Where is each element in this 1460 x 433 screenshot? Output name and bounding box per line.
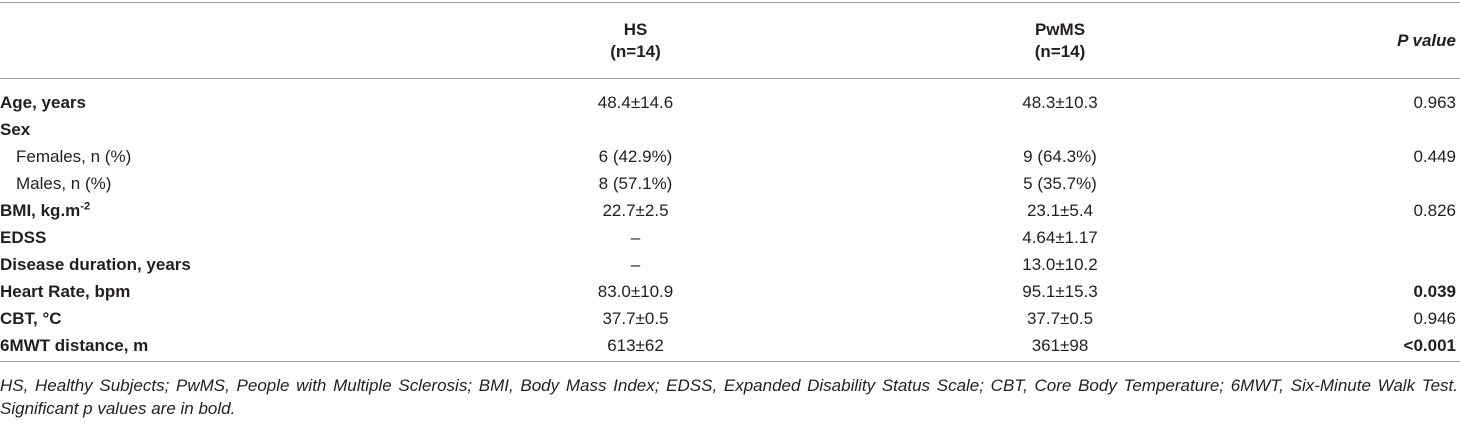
header-cell: PwMS (n=14) [859,3,1261,79]
cell: 8 (57.1%) [598,174,673,193]
header-text: (n=14) [1034,41,1086,61]
row: Males, n (%) 8 (57.1%) 5 (35.7%) [0,170,1460,197]
cell: 37.7±0.5 [602,309,669,328]
header-text: HS [623,19,648,39]
row: Disease duration, years – 13.0±10.2 [0,251,1460,278]
row-label: Heart Rate, bpm [0,282,131,301]
cell: 0.946 [1413,309,1456,328]
row-label: CBT, °C [0,309,62,328]
cell: 613±62 [607,336,664,355]
row: Age, years 48.4±14.6 48.3±10.3 0.963 [0,79,1460,117]
cell: 23.1±5.4 [1026,201,1094,220]
header-row: HS (n=14) PwMS (n=14) P value [0,2,1460,79]
cell: 5 (35.7%) [1023,174,1097,193]
cell [412,116,859,143]
cell: 0.963 [1413,93,1456,112]
cell [1261,170,1460,197]
cell: 83.0±10.9 [597,282,674,301]
cell [859,116,1261,143]
header-text: PwMS [1034,19,1086,39]
row: Females, n (%) 6 (42.9%) 9 (64.3%) 0.449 [0,143,1460,170]
cell: 95.1±15.3 [1022,282,1098,301]
row-label: Disease duration, years [0,255,191,274]
cell: 9 (64.3%) [1023,147,1097,166]
cell: 22.7±2.5 [602,201,669,220]
row-label: Females, n (%) [16,147,132,166]
cell [1261,224,1460,251]
cell: 0.826 [1413,201,1456,220]
row-label: 6MWT distance, m [0,336,149,355]
cell: 48.3±10.3 [1022,93,1098,112]
cell: – [630,255,641,274]
cell: 0.449 [1413,147,1456,166]
header-cell: HS (n=14) [412,3,859,79]
header-text: P value [1397,30,1456,50]
cell: – [630,228,641,247]
row: EDSS – 4.64±1.17 [0,224,1460,251]
cell: 4.64±1.17 [1022,228,1098,247]
label-superscript: -2 [80,200,91,213]
cell: 13.0±10.2 [1022,255,1098,274]
cell [1261,116,1460,143]
cell: 361±98 [1031,336,1089,355]
cell: 48.4±14.6 [597,93,674,112]
cell: 37.7±0.5 [1026,309,1094,328]
table-body: Age, years 48.4±14.6 48.3±10.3 0.963 Sex Fe… [0,79,1460,362]
cell [1261,251,1460,278]
header-cell [0,3,412,79]
row-label: Age, years [0,93,86,112]
row: Sex [0,116,1460,143]
cell: 0.039 [1413,282,1456,301]
row-label: Males, n (%) [16,174,112,193]
cell: 6 (42.9%) [598,147,673,166]
row: BMI, kg.m-2 22.7±2.5 23.1±5.4 0.826 [0,197,1460,224]
data-table: HS (n=14) PwMS (n=14) P value Age, years 48… [0,2,1460,362]
row-label: Sex [0,120,31,139]
header-cell: P value [1261,3,1460,79]
row-label: EDSS [0,228,47,247]
header-text: (n=14) [610,41,661,61]
row: 6MWT distance, m 613±62 361±98 <0.001 [0,332,1460,362]
row: CBT, °C 37.7±0.5 37.7±0.5 0.946 [0,305,1460,332]
cell: <0.001 [1403,336,1456,355]
row-label: BMI, kg.m-2 [0,197,412,224]
label-text: BMI, kg.m [0,201,81,220]
footnote: HS, Healthy Subjects; PwMS, People with … [0,376,1458,418]
row: Heart Rate, bpm 83.0±10.9 95.1±15.3 0.039 [0,278,1460,305]
